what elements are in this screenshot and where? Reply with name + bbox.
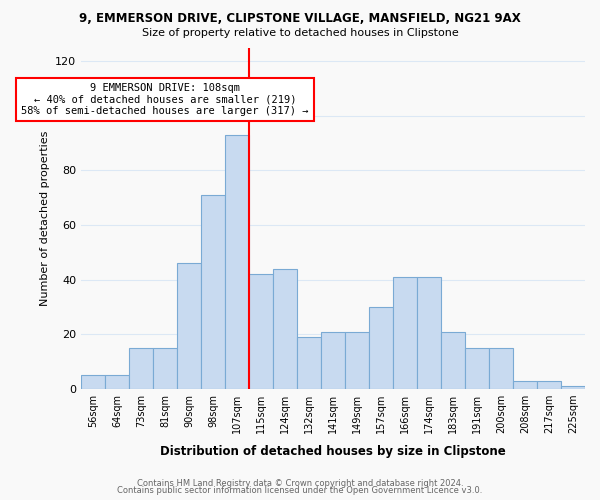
Bar bbox=[441, 332, 465, 389]
Text: Contains HM Land Registry data © Crown copyright and database right 2024.: Contains HM Land Registry data © Crown c… bbox=[137, 478, 463, 488]
Text: Contains public sector information licensed under the Open Government Licence v3: Contains public sector information licen… bbox=[118, 486, 482, 495]
Bar bbox=[81, 376, 105, 389]
Bar bbox=[537, 381, 561, 389]
Bar bbox=[153, 348, 177, 389]
Bar bbox=[513, 381, 537, 389]
Y-axis label: Number of detached properties: Number of detached properties bbox=[40, 130, 50, 306]
Bar bbox=[225, 135, 249, 389]
Bar bbox=[561, 386, 585, 389]
Bar bbox=[417, 277, 441, 389]
Bar bbox=[321, 332, 345, 389]
Text: 9 EMMERSON DRIVE: 108sqm
← 40% of detached houses are smaller (219)
58% of semi-: 9 EMMERSON DRIVE: 108sqm ← 40% of detach… bbox=[22, 83, 309, 116]
Text: 9, EMMERSON DRIVE, CLIPSTONE VILLAGE, MANSFIELD, NG21 9AX: 9, EMMERSON DRIVE, CLIPSTONE VILLAGE, MA… bbox=[79, 12, 521, 26]
Bar bbox=[345, 332, 369, 389]
Bar bbox=[297, 337, 321, 389]
Bar bbox=[129, 348, 153, 389]
Bar bbox=[465, 348, 489, 389]
Bar bbox=[177, 264, 201, 389]
X-axis label: Distribution of detached houses by size in Clipstone: Distribution of detached houses by size … bbox=[160, 444, 506, 458]
Bar bbox=[369, 307, 393, 389]
Bar bbox=[249, 274, 273, 389]
Bar bbox=[201, 195, 225, 389]
Text: Size of property relative to detached houses in Clipstone: Size of property relative to detached ho… bbox=[142, 28, 458, 38]
Bar bbox=[489, 348, 513, 389]
Bar bbox=[393, 277, 417, 389]
Bar bbox=[273, 269, 297, 389]
Bar bbox=[105, 376, 129, 389]
